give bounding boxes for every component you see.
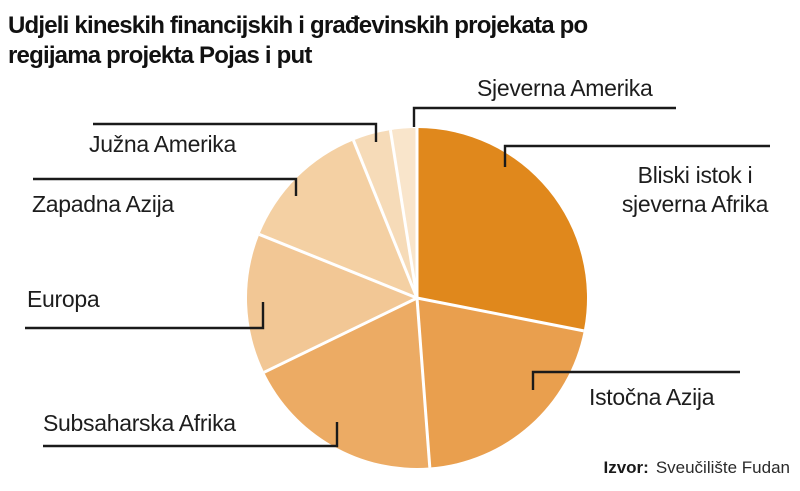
- pie-slice-4: [259, 140, 417, 298]
- slice-label-bliski-istok: Bliski istok i sjeverna Afrika: [621, 162, 769, 217]
- source-prefix: Izvor:: [603, 458, 649, 477]
- slice-label-sjeverna-amerika: Sjeverna Amerika: [477, 75, 653, 101]
- leader-lines: [25, 106, 770, 448]
- leader-europa: [25, 302, 265, 330]
- leader-sjeverna-amerika: [412, 106, 676, 127]
- slice-label-europa: Europa: [27, 286, 100, 312]
- pie-slice-1: [417, 298, 584, 468]
- pie-slice-2: [264, 298, 430, 469]
- leader-juzna-amerika: [93, 122, 378, 142]
- slice-separators: [258, 128, 585, 468]
- slice-label-zapadna-azija: Zapadna Azija: [32, 191, 174, 217]
- source-text: Sveučilište Fudan: [655, 458, 790, 477]
- slice-label-juzna-amerika: Južna Amerika: [89, 131, 236, 157]
- slice-separator-6: [388, 129, 419, 299]
- leader-subsaharska-afrika: [43, 422, 339, 448]
- leader-istocna-azija: [531, 370, 740, 390]
- leader-bliski-istok: [503, 144, 770, 167]
- pie-slice-0: [417, 128, 588, 331]
- slice-separator-3: [263, 296, 418, 374]
- slice-label-subsaharska-afrika: Subsaharska Afrika: [43, 410, 236, 436]
- pie-slice-3: [246, 234, 417, 373]
- slice-separator-5: [352, 139, 419, 299]
- slice-separator-2: [415, 297, 432, 468]
- chart-title: Udjeli kineskih financijskih i građevins…: [8, 11, 588, 71]
- source-line: Izvor: Sveučilište Fudan: [603, 458, 790, 478]
- chart-title-line-2: regijama projekta Pojas i put: [8, 42, 312, 69]
- slice-separator-1: [416, 296, 585, 333]
- slice-label-istocna-azija: Istočna Azija: [589, 384, 715, 410]
- slice-separator-4: [258, 233, 418, 300]
- leader-zapadna-azija: [33, 177, 298, 196]
- chart-title-line-1: Udjeli kineskih financijskih i građevins…: [8, 12, 588, 39]
